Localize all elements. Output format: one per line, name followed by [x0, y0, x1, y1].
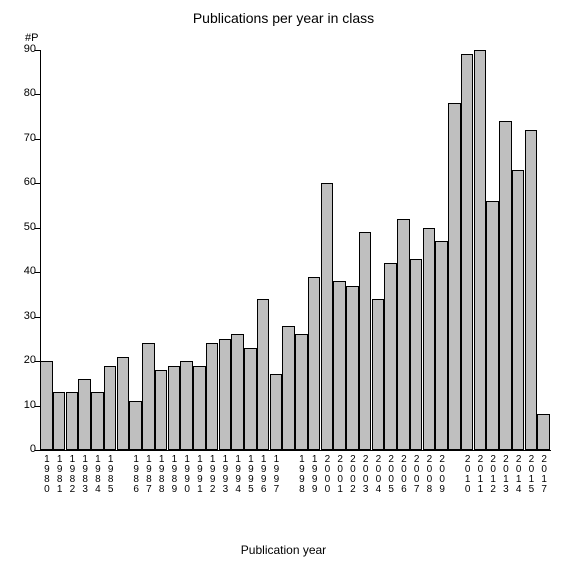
- x-tick-label: 2008: [424, 454, 434, 494]
- bar: [474, 50, 486, 450]
- x-tick-label: 2000: [322, 454, 332, 494]
- x-tick-label: 1980: [41, 454, 51, 494]
- x-tick-label: 1982: [67, 454, 77, 494]
- bar: [244, 348, 256, 450]
- x-tick-label: 1986: [131, 454, 141, 494]
- bar: [168, 366, 180, 450]
- bar: [397, 219, 409, 450]
- bar: [270, 374, 282, 450]
- bar: [129, 401, 141, 450]
- bar: [333, 281, 345, 450]
- y-tick-mark: [35, 94, 40, 95]
- x-tick-label: 1984: [92, 454, 102, 494]
- y-tick-label: 40: [12, 265, 36, 277]
- x-tick-label: 1992: [207, 454, 217, 494]
- x-tick-label: 1987: [143, 454, 153, 494]
- y-tick-mark: [35, 50, 40, 51]
- x-tick-label: 1998: [296, 454, 306, 494]
- bar: [257, 299, 269, 450]
- bar: [537, 414, 549, 450]
- bar: [384, 263, 396, 450]
- y-tick-mark: [35, 228, 40, 229]
- x-tick-label: 2012: [488, 454, 498, 494]
- x-tick-label: 1988: [156, 454, 166, 494]
- y-tick-mark: [35, 139, 40, 140]
- y-tick-label: 70: [12, 132, 36, 144]
- x-tick-label: 1985: [105, 454, 115, 494]
- x-tick-label: 2001: [335, 454, 345, 494]
- x-tick-label: 1995: [245, 454, 255, 494]
- y-tick-label: 60: [12, 176, 36, 188]
- bar: [282, 326, 294, 450]
- y-tick-label: 0: [12, 443, 36, 455]
- bar: [117, 357, 129, 450]
- bar: [512, 170, 524, 450]
- bar: [359, 232, 371, 450]
- y-tick-label: 20: [12, 354, 36, 366]
- x-tick-label: 2002: [347, 454, 357, 494]
- y-tick-mark: [35, 183, 40, 184]
- x-tick-label: 2004: [373, 454, 383, 494]
- x-tick-label: 2015: [526, 454, 536, 494]
- y-tick-label: 50: [12, 221, 36, 233]
- x-tick-label: 1989: [169, 454, 179, 494]
- bar: [40, 361, 52, 450]
- bar: [321, 183, 333, 450]
- bar: [461, 54, 473, 450]
- y-tick-label: 90: [12, 43, 36, 55]
- x-tick-label: 1993: [220, 454, 230, 494]
- bar: [486, 201, 498, 450]
- bar: [410, 259, 422, 450]
- bar: [180, 361, 192, 450]
- bar: [155, 370, 167, 450]
- x-tick-label: 2009: [437, 454, 447, 494]
- bar: [193, 366, 205, 450]
- x-tick-label: 2006: [398, 454, 408, 494]
- bar: [219, 339, 231, 450]
- x-tick-label: 1981: [54, 454, 64, 494]
- x-tick-label: 1999: [309, 454, 319, 494]
- y-tick-label: 10: [12, 399, 36, 411]
- x-tick-label: 1983: [80, 454, 90, 494]
- x-tick-label: 2010: [462, 454, 472, 494]
- chart-title: Publications per year in class: [0, 10, 567, 26]
- x-tick-label: 1994: [233, 454, 243, 494]
- bar: [104, 366, 116, 450]
- x-tick-label: 2007: [411, 454, 421, 494]
- x-tick-label: 1997: [271, 454, 281, 494]
- bar: [499, 121, 511, 450]
- bar: [346, 286, 358, 450]
- x-tick-label: 1990: [182, 454, 192, 494]
- bar: [91, 392, 103, 450]
- y-tick-label: 30: [12, 310, 36, 322]
- bar: [53, 392, 65, 450]
- x-tick-label: 2013: [500, 454, 510, 494]
- x-tick-label: 2017: [539, 454, 549, 494]
- y-tick-label: 80: [12, 87, 36, 99]
- bar: [66, 392, 78, 450]
- x-axis-title: Publication year: [0, 543, 567, 557]
- y-tick-mark: [35, 317, 40, 318]
- bar: [206, 343, 218, 450]
- bar: [372, 299, 384, 450]
- y-tick-mark: [35, 272, 40, 273]
- bar: [525, 130, 537, 450]
- x-tick-label: 2011: [475, 454, 485, 494]
- bar: [448, 103, 460, 450]
- x-tick-label: 1996: [258, 454, 268, 494]
- x-tick-label: 2005: [386, 454, 396, 494]
- chart-container: Publications per year in class #P Public…: [0, 0, 567, 567]
- y-tick-mark: [35, 450, 40, 451]
- bar: [295, 334, 307, 450]
- bar: [435, 241, 447, 450]
- bar: [231, 334, 243, 450]
- x-tick-label: 2014: [513, 454, 523, 494]
- bar: [142, 343, 154, 450]
- bar: [78, 379, 90, 450]
- x-tick-label: 1991: [194, 454, 204, 494]
- x-tick-label: 2003: [360, 454, 370, 494]
- bar: [423, 228, 435, 450]
- bar: [308, 277, 320, 450]
